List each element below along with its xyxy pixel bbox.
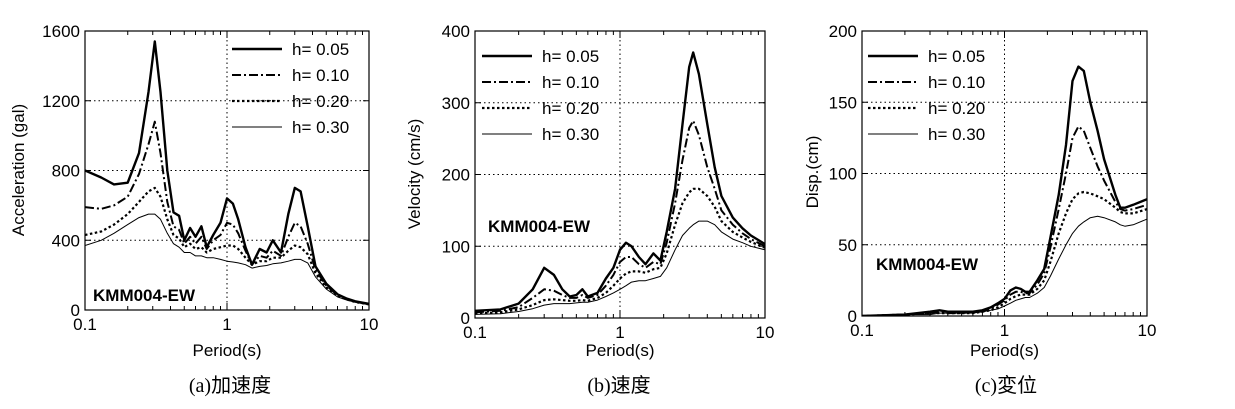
- acc-series-005: [85, 40, 369, 306]
- vel-ytick-label: 200: [442, 166, 470, 185]
- vel-legend: h= 0.05 h= 0.10 h= 0.20 h= 0.30: [482, 47, 599, 144]
- disp-series-030: [862, 215, 1147, 316]
- disp-xtick-label: 10: [1138, 321, 1157, 340]
- disp-legend-label: h= 0.10: [928, 73, 985, 92]
- acc-xtick-label: 0.1: [73, 315, 97, 334]
- acc-ylabel: Acceleration (gal): [9, 104, 28, 236]
- acc-series-010: [85, 120, 369, 306]
- vel-station-label: KMM004-EW: [488, 217, 591, 236]
- disp-station-label: KMM004-EW: [876, 255, 979, 274]
- vel-panel: 0 100 200 300 400 0.1 1 10 Period(s) Velocity (cm…: [405, 22, 774, 397]
- acc-series-group: [85, 40, 369, 306]
- acc-xlabel: Period(s): [193, 341, 262, 360]
- acc-ytick-label: 1600: [42, 22, 80, 41]
- vel-ytick-label: 400: [442, 22, 470, 41]
- disp-ytick-label: 200: [829, 22, 857, 41]
- disp-ytick-label: 150: [829, 93, 857, 112]
- acc-legend-label: h= 0.10: [292, 66, 349, 85]
- acc-xtick-label: 1: [222, 315, 231, 334]
- acc-station-label: KMM004-EW: [93, 286, 196, 305]
- vel-legend-label: h= 0.05: [542, 47, 599, 66]
- disp-legend-label: h= 0.20: [928, 99, 985, 118]
- vel-xtick-label: 10: [756, 323, 775, 342]
- disp-series-010: [862, 125, 1147, 316]
- disp-ytick-label: 50: [838, 236, 857, 255]
- vel-ytick-label: 100: [442, 237, 470, 256]
- vel-series-005: [475, 51, 765, 312]
- acc-series-020: [85, 186, 369, 306]
- vel-xtick-label: 0.1: [463, 323, 487, 342]
- disp-xtick-label: 0.1: [850, 321, 874, 340]
- vel-xtick-label: 1: [615, 323, 624, 342]
- vel-series-020: [475, 187, 765, 315]
- acc-ytick-label: 1200: [42, 92, 80, 111]
- acc-panel: 0 400 800 1200 1600 0.1 1 10 Period(s) Accelerati…: [9, 22, 378, 397]
- disp-panel: 0 50 100 150 200 0.1 1 10 Period(s) Disp.(cm) h= 0…: [803, 22, 1156, 397]
- vel-series-030: [475, 220, 765, 315]
- acc-legend: h= 0.05 h= 0.10 h= 0.20 h= 0.30: [232, 40, 349, 137]
- vel-caption: (b)速度: [587, 374, 650, 397]
- vel-legend-label: h= 0.30: [542, 125, 599, 144]
- disp-ylabel: Disp.(cm): [803, 136, 822, 209]
- acc-caption: (a)加速度: [189, 374, 271, 397]
- disp-ytick-label: 0: [848, 307, 857, 326]
- disp-xlabel: Period(s): [970, 341, 1039, 360]
- acc-ytick-label: 0: [71, 301, 80, 320]
- vel-ytick-label: 300: [442, 94, 470, 113]
- vel-series-010: [475, 119, 765, 314]
- disp-series-005: [862, 65, 1147, 316]
- acc-series-030: [85, 213, 369, 306]
- acc-legend-label: h= 0.20: [292, 92, 349, 111]
- vel-series-group: [475, 51, 765, 315]
- vel-legend-label: h= 0.20: [542, 99, 599, 118]
- disp-legend: h= 0.05 h= 0.10 h= 0.20 h= 0.30: [868, 47, 985, 144]
- acc-ytick-label: 800: [52, 162, 80, 181]
- acc-ytick-label: 400: [52, 231, 80, 250]
- disp-caption: (c)変位: [975, 374, 1037, 397]
- vel-ytick-label: 0: [461, 309, 470, 328]
- vel-xlabel: Period(s): [586, 341, 655, 360]
- disp-legend-label: h= 0.05: [928, 47, 985, 66]
- disp-legend-label: h= 0.30: [928, 125, 985, 144]
- acc-legend-label: h= 0.30: [292, 118, 349, 137]
- disp-series-group: [862, 65, 1147, 316]
- vel-ylabel: Velocity (cm/s): [405, 119, 424, 230]
- disp-xtick-label: 1: [1000, 321, 1009, 340]
- vel-legend-label: h= 0.10: [542, 73, 599, 92]
- acc-legend-label: h= 0.05: [292, 40, 349, 59]
- disp-ytick-label: 100: [829, 165, 857, 184]
- acc-xtick-label: 10: [360, 315, 379, 334]
